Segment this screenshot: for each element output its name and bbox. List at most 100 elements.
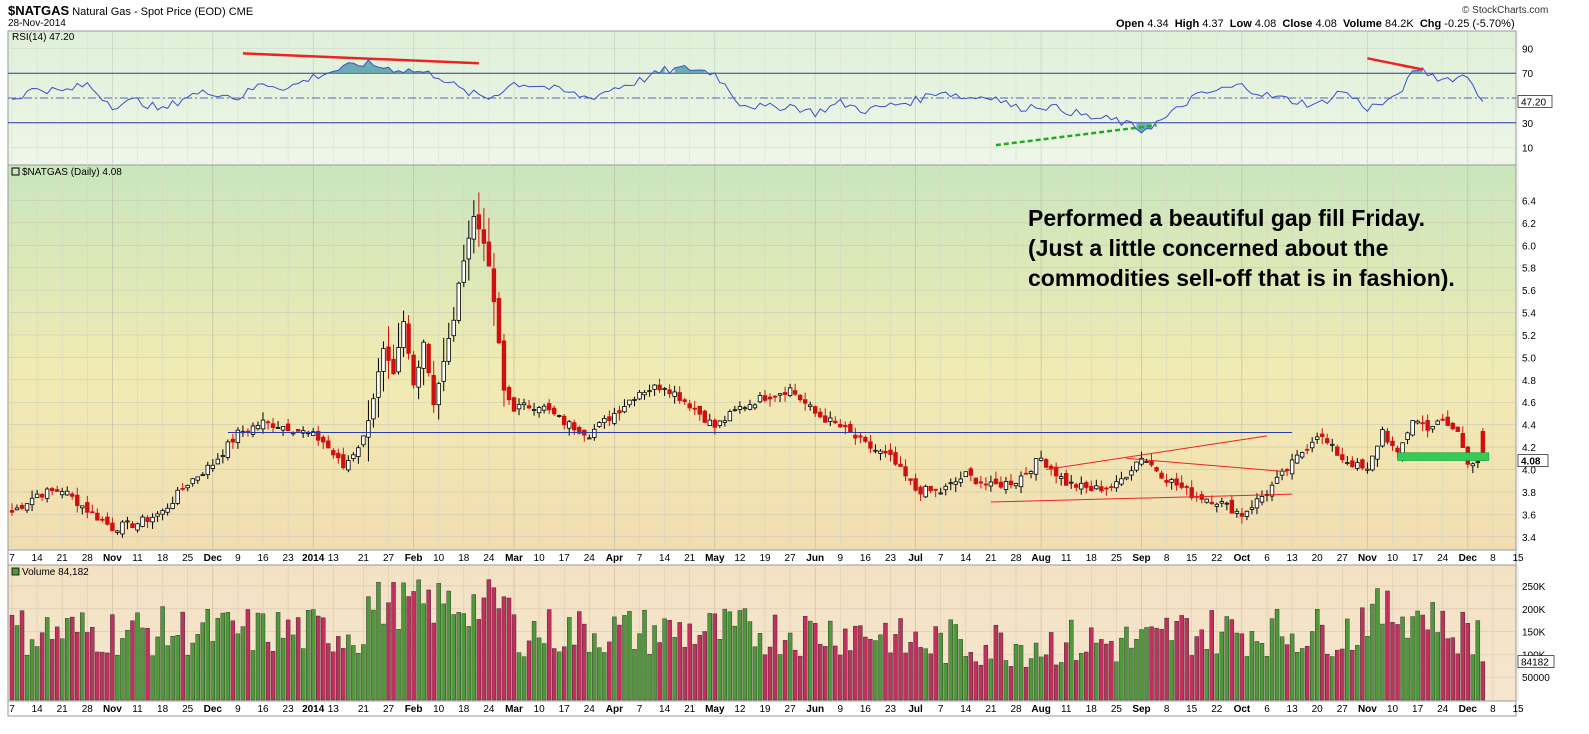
volume-bar xyxy=(486,579,492,701)
price-candle-body xyxy=(1129,470,1134,476)
price-candle-body xyxy=(1069,481,1074,484)
volume-bar xyxy=(1345,618,1350,701)
price-candle-body xyxy=(833,420,838,424)
price-candle-body xyxy=(637,391,642,400)
volume-bar xyxy=(536,637,542,701)
price-tick-label: 5.2 xyxy=(1522,331,1536,342)
price-candle-body xyxy=(1169,479,1174,483)
price-candle-body xyxy=(1089,485,1094,492)
price-candle-body xyxy=(456,282,461,321)
price-candle-body xyxy=(828,417,833,422)
volume-bar xyxy=(998,632,1004,701)
volume-bar xyxy=(1425,629,1430,701)
price-candle-body xyxy=(1249,507,1255,510)
price-candle-body xyxy=(622,406,627,413)
volume-bar xyxy=(1335,649,1340,701)
price-candle-body xyxy=(697,405,702,415)
price-candle-body xyxy=(145,517,150,523)
volume-bar xyxy=(280,637,286,701)
price-candle-body xyxy=(1164,479,1169,483)
date-label: 18 xyxy=(1086,553,1098,564)
volume-legend-icon xyxy=(11,567,20,576)
price-candle-body xyxy=(1445,416,1450,426)
price-candle-body xyxy=(858,435,863,438)
price-candle-body xyxy=(65,490,70,496)
price-candle-body xyxy=(1109,486,1114,489)
price-candle-body xyxy=(1224,502,1230,505)
rsi-divergence-trendline-2 xyxy=(1367,57,1423,71)
volume-date-label: 7 xyxy=(938,704,944,715)
price-candle-body xyxy=(968,468,974,476)
volume-bar xyxy=(1139,629,1144,701)
price-candle-body xyxy=(1340,454,1345,461)
price-candle-body xyxy=(551,407,557,415)
date-label: Aug xyxy=(1031,553,1050,564)
price-candle-body xyxy=(110,522,115,532)
volume-bar xyxy=(471,594,477,701)
volume-bar xyxy=(953,624,958,701)
price-candle-body xyxy=(185,484,190,489)
volume-bar xyxy=(918,647,923,701)
price-candle-body xyxy=(1094,485,1099,490)
price-candle-body xyxy=(245,430,251,433)
volume-bar xyxy=(461,613,466,701)
price-candle-body xyxy=(34,493,40,498)
price-candle-body xyxy=(1395,447,1400,453)
volume-bar xyxy=(496,608,502,701)
volume-bar xyxy=(551,648,557,701)
volume-bar xyxy=(1465,623,1471,701)
volume-date-label: 15 xyxy=(1186,704,1198,715)
price-tick-label: 4.0 xyxy=(1522,466,1536,477)
date-label: 24 xyxy=(584,553,596,564)
date-label: 25 xyxy=(182,553,194,564)
volume-date-label: Oct xyxy=(1234,704,1251,715)
rsi-tick-label: 90 xyxy=(1522,44,1534,55)
volume-bar xyxy=(165,645,170,701)
volume-bar xyxy=(501,596,507,701)
price-candle-body xyxy=(898,463,903,467)
volume-bar xyxy=(100,651,105,701)
date-label: 2014 xyxy=(302,553,325,564)
volume-bar xyxy=(526,640,532,701)
price-candle-body xyxy=(762,395,768,401)
date-label: 28 xyxy=(1010,553,1022,564)
volume-bar xyxy=(1415,610,1420,701)
volume-date-label: 21 xyxy=(985,704,997,715)
price-candle-body xyxy=(54,489,60,492)
date-label: 16 xyxy=(257,553,269,564)
volume-bar xyxy=(1224,616,1230,701)
volume-bar xyxy=(1314,609,1320,701)
price-candle-body xyxy=(90,511,95,514)
volume-date-label: 21 xyxy=(358,704,370,715)
volume-bar xyxy=(587,651,592,701)
volume-bar xyxy=(1340,648,1345,701)
price-candle-body xyxy=(1174,478,1179,486)
volume-bar xyxy=(140,627,145,701)
price-candle-body xyxy=(1134,461,1139,471)
date-label: 10 xyxy=(1387,553,1399,564)
volume-date-label: 27 xyxy=(383,704,395,715)
date-label: 17 xyxy=(559,553,571,564)
exchange: CME xyxy=(228,6,254,18)
price-candle-body xyxy=(597,422,602,427)
price-candle-body xyxy=(501,340,507,391)
volume-date-label: 18 xyxy=(458,704,470,715)
date-label: 7 xyxy=(637,553,643,564)
date-label: Feb xyxy=(405,553,423,564)
volume-bar xyxy=(1435,632,1440,701)
volume-bar xyxy=(406,596,411,701)
volume-bar xyxy=(1229,619,1235,701)
volume-date-label: 10 xyxy=(433,704,445,715)
price-candle-body xyxy=(180,487,185,490)
date-label: 13 xyxy=(328,553,340,564)
volume-bar xyxy=(1069,619,1074,701)
volume-bar xyxy=(747,621,753,701)
price-candle-body xyxy=(341,454,346,469)
price-candle-body xyxy=(100,518,105,521)
price-candle-body xyxy=(95,512,100,521)
triangle-upper-trendline xyxy=(1126,457,1288,473)
wedge-lower-trendline xyxy=(990,493,1293,503)
volume-bar xyxy=(225,612,231,701)
volume-bar xyxy=(737,610,743,701)
price-tick-label: 4.4 xyxy=(1522,421,1536,432)
